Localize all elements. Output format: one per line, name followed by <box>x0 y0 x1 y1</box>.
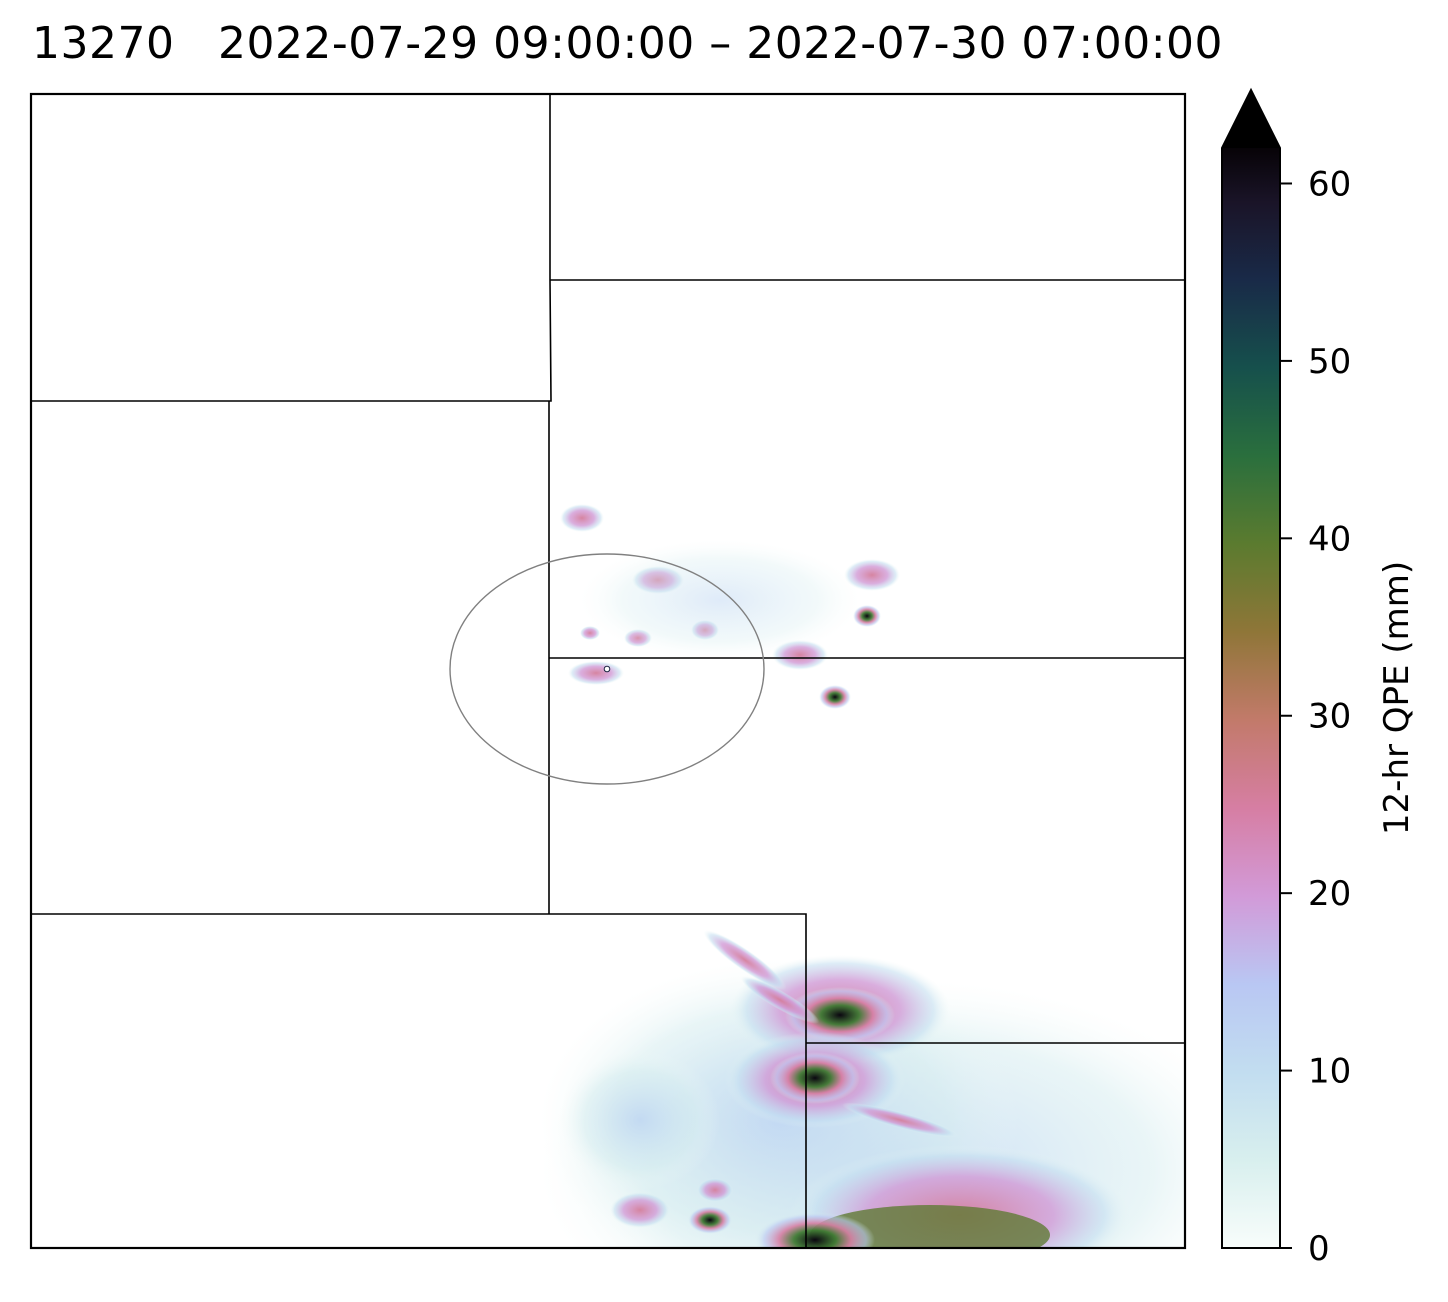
rain-cell-n9 <box>819 685 851 709</box>
colorbar-extend-arrow <box>1222 90 1280 148</box>
map-title: 13270 2022-07-29 09:00:00 – 2022-07-30 0… <box>32 18 1223 69</box>
rain-core-upper <box>785 987 895 1043</box>
rain-haze-west <box>560 1050 720 1190</box>
rain-cell-sw-2 <box>688 1206 732 1234</box>
colorbar-ticks: 0 10 20 30 40 50 60 <box>1280 164 1351 1269</box>
station-id: 13270 <box>32 18 175 69</box>
rain-cell-n1 <box>560 504 604 532</box>
rain-cell-n4 <box>853 605 881 627</box>
boundary-line-5 <box>31 913 807 1248</box>
rain-streak-3 <box>842 1102 958 1138</box>
rain-cell-n7 <box>568 661 624 685</box>
colorbar-outline <box>1221 87 1281 1249</box>
colorbar-tick-label: 50 <box>1308 342 1351 382</box>
rain-core-bottom <box>755 1212 875 1248</box>
rain-cell-sw-3 <box>697 1178 733 1202</box>
colorbar-tick-label: 0 <box>1308 1229 1330 1269</box>
colorbar: 0 10 20 30 40 50 60 12-hr QPE (mm) <box>1221 87 1417 1269</box>
colorbar-tick-label: 30 <box>1308 697 1351 737</box>
boundary-line-1 <box>31 94 552 402</box>
colorbar-tick-label: 20 <box>1308 874 1351 914</box>
map-panel <box>29 92 1187 1250</box>
rain-core-middle <box>770 1052 860 1104</box>
precipitation-field <box>540 504 1185 1248</box>
time-range: 2022-07-29 09:00:00 – 2022-07-30 07:00:0… <box>217 18 1224 69</box>
colorbar-tick-label: 60 <box>1308 164 1351 204</box>
rain-streak-1 <box>703 930 787 990</box>
rain-streak-2 <box>740 976 820 1024</box>
radar-site-marker <box>603 665 611 673</box>
rain-cell-n3 <box>844 559 900 591</box>
rain-cell-sw-1 <box>610 1192 670 1228</box>
rain-cell-n10 <box>580 626 600 640</box>
map-frame <box>29 92 1187 1250</box>
radar-range-ring <box>449 553 765 785</box>
state-boundaries <box>31 94 1185 1248</box>
colorbar-label: 12-hr QPE (mm) <box>1377 561 1417 835</box>
colorbar-tick-label: 10 <box>1308 1052 1351 1092</box>
rain-haze-n <box>580 540 860 660</box>
colorbar-ramp <box>1222 148 1280 1248</box>
colorbar-tick-label: 40 <box>1308 519 1351 559</box>
